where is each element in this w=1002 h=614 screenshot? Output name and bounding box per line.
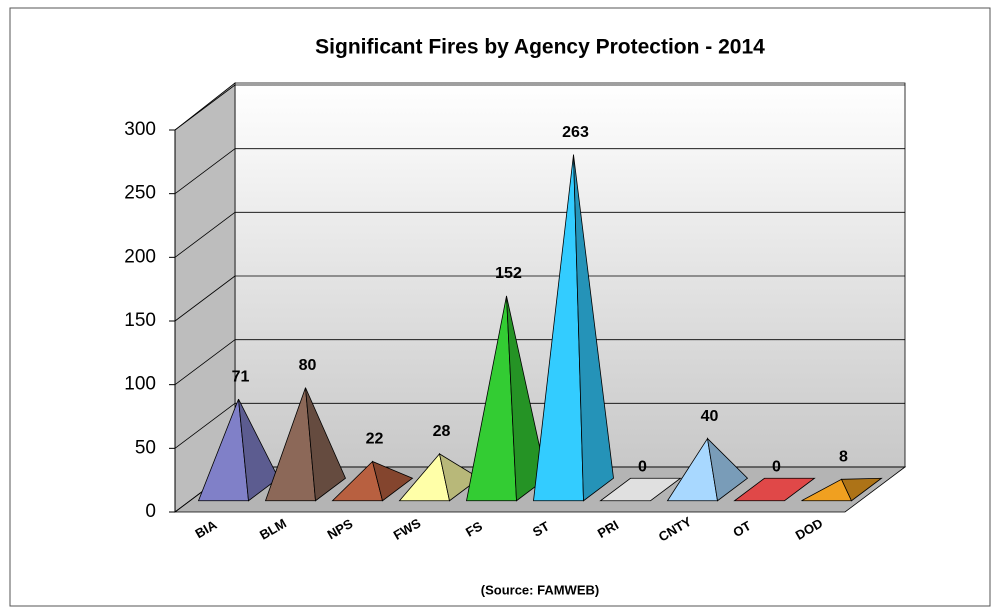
pyramid-face xyxy=(438,453,481,502)
grid-line xyxy=(174,84,236,131)
x-tick-label: ST xyxy=(530,518,552,539)
value-label: 152 xyxy=(495,265,522,282)
value-label: 40 xyxy=(701,408,719,425)
value-label: 22 xyxy=(366,431,384,448)
chart-title: Significant Fires by Agency Protection -… xyxy=(315,36,765,59)
x-tick-label: FS xyxy=(463,518,485,539)
pyramid-face xyxy=(305,387,346,502)
pyramid xyxy=(666,437,749,502)
value-label: 28 xyxy=(433,423,451,440)
pyramid-face xyxy=(238,398,280,502)
value-label: 0 xyxy=(638,459,647,476)
pyramid-face xyxy=(371,460,414,502)
y-tick-label: 50 xyxy=(135,437,156,458)
value-label: 263 xyxy=(562,124,589,141)
pyramid-face xyxy=(706,437,749,502)
y-tick-label: 0 xyxy=(145,501,156,522)
pyramid xyxy=(599,477,682,502)
pyramid-face xyxy=(506,295,547,502)
grid-line xyxy=(174,275,236,322)
grid-line xyxy=(174,403,236,449)
y-tick-label: 300 xyxy=(124,119,156,140)
pyramid xyxy=(801,477,883,502)
value-label: 71 xyxy=(232,368,250,385)
pyramid xyxy=(466,295,547,502)
value-label: 80 xyxy=(299,357,317,374)
pyramid xyxy=(733,477,816,502)
pyramid-face xyxy=(599,477,682,502)
y-tick-label: 200 xyxy=(124,246,156,267)
pyramid-face xyxy=(733,477,816,502)
pyramid xyxy=(398,452,481,502)
pyramid xyxy=(197,398,280,502)
y-tick-label: 150 xyxy=(124,310,156,331)
grid-line xyxy=(174,148,236,194)
pyramid xyxy=(533,154,614,502)
pyramid xyxy=(331,460,414,502)
value-label: 8 xyxy=(839,449,848,466)
pyramid-face xyxy=(840,477,883,502)
value-label: 0 xyxy=(772,459,781,476)
pyramid xyxy=(264,387,346,502)
source: (Source: FAMWEB) xyxy=(481,582,599,597)
pyramid-face xyxy=(573,154,614,502)
y-tick-label: 250 xyxy=(124,183,156,204)
grid-line xyxy=(174,339,236,385)
grid-line xyxy=(174,212,236,258)
y-tick-label: 100 xyxy=(124,374,156,395)
